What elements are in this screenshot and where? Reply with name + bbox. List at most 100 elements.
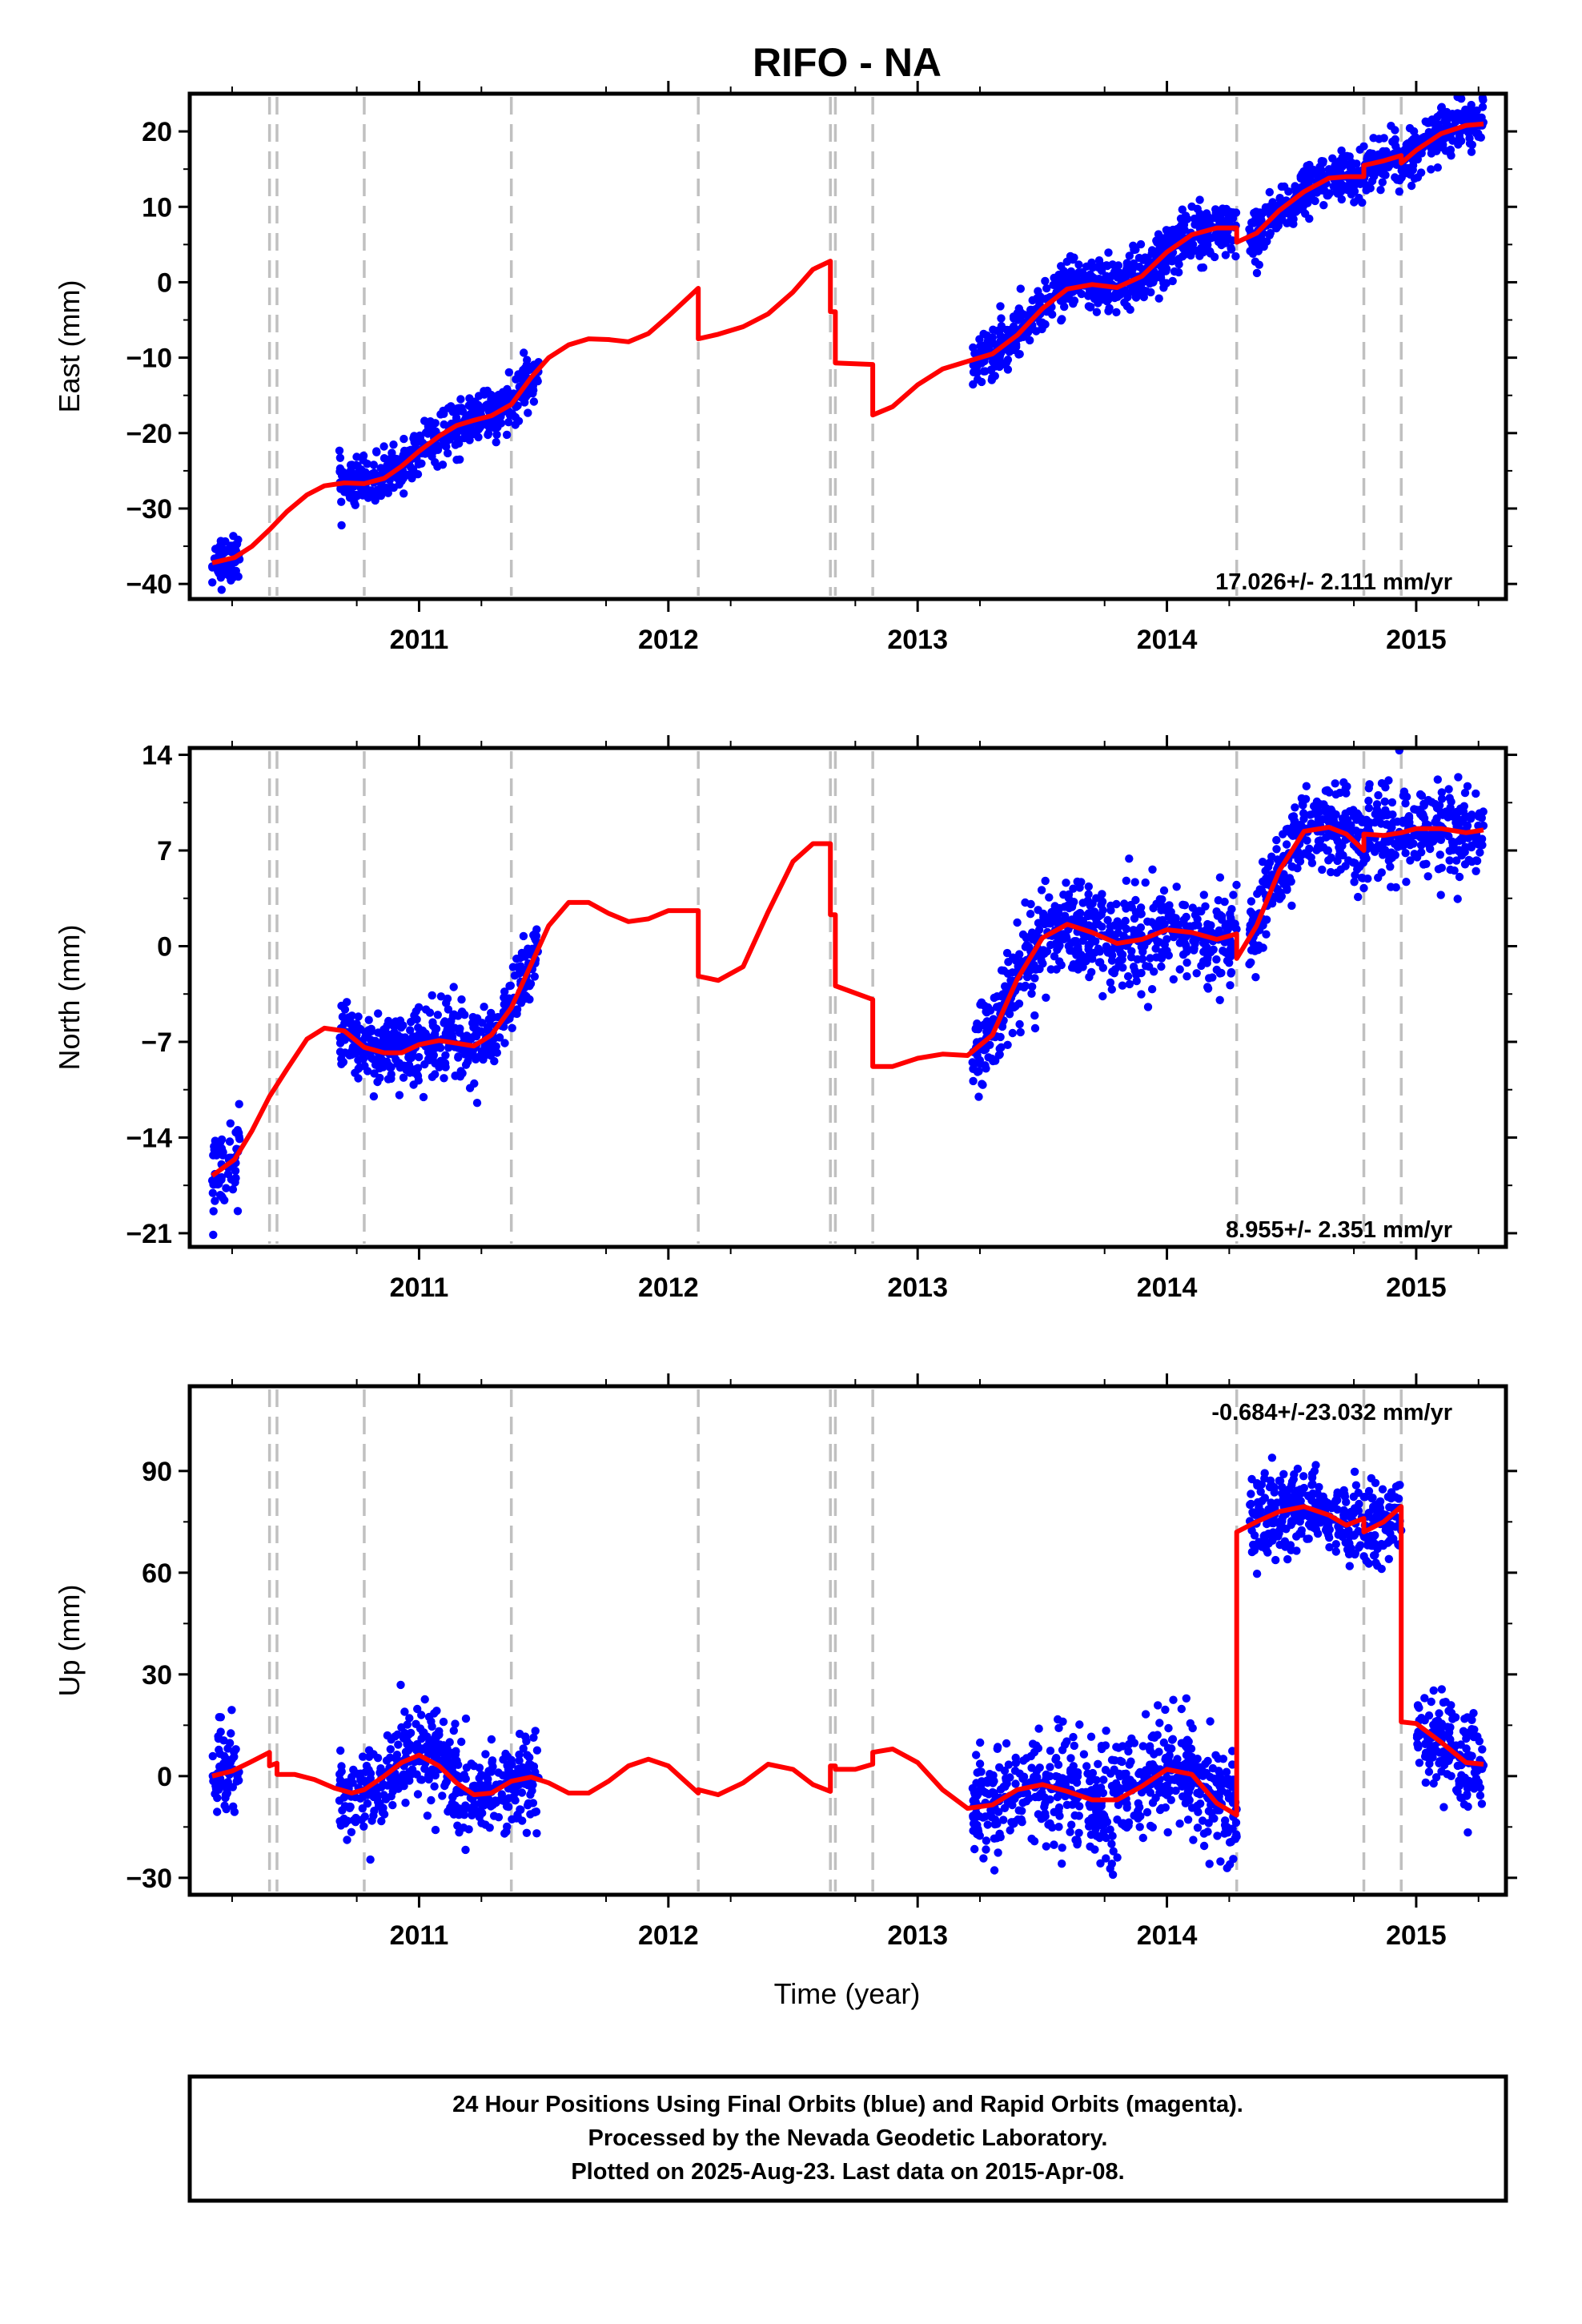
data-point [1164, 951, 1174, 960]
data-point [1094, 1759, 1102, 1768]
data-point [1162, 1791, 1172, 1799]
data-point [1074, 260, 1083, 269]
data-point [1084, 882, 1094, 891]
data-point [452, 456, 461, 464]
data-point [1435, 850, 1445, 859]
data-point [502, 430, 512, 440]
data-point [1154, 294, 1163, 303]
data-point [975, 1811, 984, 1821]
data-point [1452, 856, 1461, 865]
data-point [414, 1023, 423, 1032]
data-point [1410, 850, 1419, 858]
data-point [520, 395, 528, 404]
data-point [1468, 140, 1477, 149]
data-point [441, 1051, 450, 1060]
panel-frame [187, 91, 1508, 601]
data-point [1153, 238, 1162, 247]
data-point [1380, 797, 1389, 806]
data-point [484, 423, 493, 432]
y-tick-label: −14 [126, 1123, 172, 1153]
data-point [1066, 1754, 1075, 1763]
data-point [988, 1773, 997, 1782]
data-point [451, 1719, 460, 1728]
data-point [1142, 277, 1151, 286]
data-point [359, 1048, 368, 1057]
data-point [446, 1765, 455, 1774]
data-point [1251, 207, 1261, 216]
data-point [1208, 1763, 1218, 1773]
data-point [1341, 809, 1350, 818]
data-point [986, 338, 996, 347]
data-point [1215, 995, 1224, 1005]
data-point [472, 1053, 481, 1062]
data-point [996, 1032, 1005, 1042]
data-point [453, 1821, 462, 1830]
data-point [448, 1792, 457, 1802]
data-point [1112, 308, 1121, 317]
data-point [1333, 856, 1342, 866]
data-point [1211, 210, 1221, 219]
data-point [371, 496, 379, 505]
data-point [415, 1757, 424, 1766]
data-point [1169, 975, 1178, 984]
data-point [389, 1028, 398, 1038]
x-axis: 2011 2012 2013 2014 2015 [231, 735, 1480, 1303]
data-point [480, 1003, 488, 1011]
data-point [1364, 803, 1374, 813]
data-point [387, 448, 396, 457]
data-point [1000, 1767, 1010, 1775]
data-point [514, 1764, 523, 1774]
data-point [421, 1005, 431, 1014]
data-point [1104, 307, 1113, 316]
data-point [1157, 962, 1166, 971]
data-point [461, 1047, 470, 1055]
data-point [1042, 1842, 1051, 1851]
data-point [1472, 866, 1480, 876]
data-point [1042, 1770, 1051, 1779]
data-point [445, 435, 454, 444]
data-point [1252, 1570, 1262, 1578]
data-point [522, 1828, 532, 1837]
data-point [217, 1175, 226, 1184]
data-point [474, 432, 483, 442]
data-point [388, 1800, 397, 1810]
data-point [508, 1023, 516, 1033]
data-point [1454, 140, 1463, 149]
data-point [1223, 1864, 1231, 1872]
data-point [227, 548, 236, 557]
data-point [1182, 1694, 1191, 1703]
data-point [1054, 1772, 1062, 1782]
data-point [408, 1032, 418, 1041]
data-point [432, 1707, 441, 1715]
data-point [363, 1799, 372, 1808]
rate-label: 8.955+/- 2.351 mm/yr [1226, 1217, 1452, 1243]
data-point [1092, 308, 1102, 316]
data-point [494, 390, 504, 400]
data-point [1166, 1775, 1175, 1784]
data-point [462, 1763, 472, 1772]
data-point [1323, 786, 1332, 794]
data-point [340, 1048, 350, 1057]
panel-frame [187, 746, 1508, 1249]
data-point [1164, 902, 1174, 911]
data-point [1090, 1845, 1099, 1854]
data-point [1318, 865, 1327, 875]
data-point [371, 1060, 380, 1069]
data-point [413, 470, 423, 479]
data-point [1384, 856, 1394, 865]
data-point [1255, 260, 1264, 269]
data-point [412, 1070, 422, 1080]
data-point [1131, 895, 1140, 905]
data-point [1086, 302, 1095, 312]
data-point [387, 1791, 396, 1801]
data-point [352, 452, 361, 461]
data-point [1381, 783, 1390, 792]
data-point [519, 365, 528, 375]
data-point [1372, 805, 1382, 814]
data-point [1127, 947, 1136, 956]
data-point [530, 1807, 540, 1817]
y-axis-label: East (mm) [53, 280, 86, 413]
data-point [402, 1036, 412, 1045]
data-point [405, 1767, 414, 1776]
data-point [1134, 1799, 1143, 1807]
